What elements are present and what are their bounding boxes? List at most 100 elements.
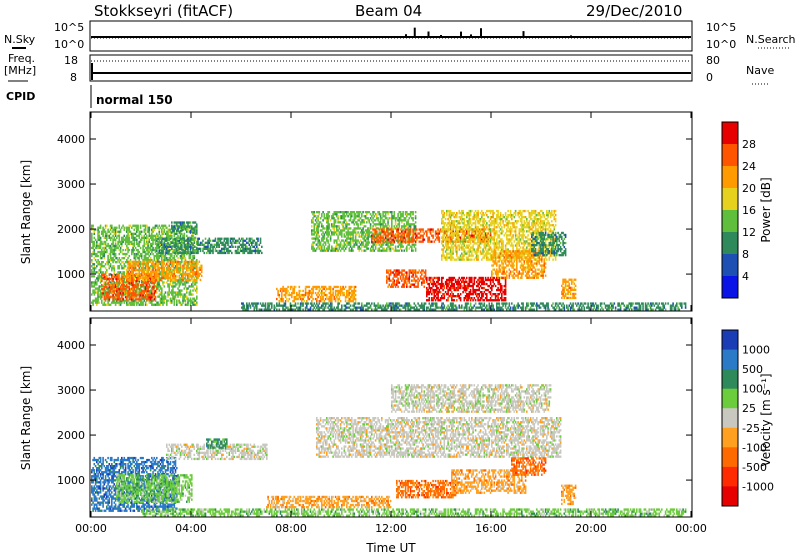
data-cell (154, 297, 157, 300)
data-cell (137, 285, 139, 288)
data-cell (152, 286, 154, 289)
data-cell (177, 257, 179, 260)
data-cell (309, 295, 312, 299)
data-cell (284, 291, 287, 295)
data-cell (403, 269, 406, 272)
data-cell (126, 236, 128, 239)
data-cell (453, 276, 456, 280)
data-cell (162, 297, 164, 300)
data-cell (146, 242, 148, 246)
data-cell (452, 276, 454, 280)
noise-panel-frame (89, 20, 693, 52)
data-cell (122, 294, 124, 297)
data-cell (163, 239, 166, 242)
data-cell (276, 297, 278, 301)
data-cell (377, 211, 379, 214)
data-cell (347, 211, 349, 214)
data-cell (436, 230, 438, 233)
data-cell (361, 231, 363, 234)
data-cell (171, 245, 173, 248)
data-cell (322, 295, 324, 299)
data-cell (339, 231, 342, 234)
data-cell (336, 213, 338, 216)
data-cell (188, 276, 191, 280)
data-cell (163, 293, 166, 296)
data-cell (189, 274, 192, 278)
data-cell (122, 257, 124, 260)
data-cell (339, 293, 342, 297)
data-cell (391, 223, 393, 226)
data-cell (139, 252, 142, 256)
data-cell (191, 227, 193, 230)
data-cell (108, 267, 111, 270)
data-cell (174, 245, 177, 248)
data-cell (172, 244, 174, 248)
data-cell (422, 228, 424, 231)
data-cell (346, 211, 348, 214)
data-cell (311, 245, 313, 248)
data-cell (191, 237, 193, 240)
data-cell (383, 215, 386, 218)
data-cell (379, 215, 382, 218)
data-cell (192, 260, 194, 263)
data-cell (387, 219, 389, 222)
data-cell (388, 273, 391, 276)
data-cell (334, 289, 337, 293)
data-cell (336, 243, 338, 246)
data-cell (328, 285, 331, 289)
data-cell (338, 233, 341, 236)
data-cell (151, 299, 153, 302)
data-cell (153, 266, 156, 269)
data-cell (243, 243, 246, 246)
data-cell (362, 243, 364, 246)
data-cell (428, 293, 431, 296)
data-cell (182, 264, 184, 267)
data-cell (98, 275, 101, 278)
data-cell (444, 236, 447, 239)
data-cell (179, 221, 182, 224)
data-cell (191, 264, 193, 267)
data-cell (354, 237, 357, 240)
data-cell (326, 247, 328, 250)
data-cell (158, 254, 161, 258)
data-cell (451, 284, 453, 288)
data-cell (157, 261, 159, 264)
data-cell (327, 227, 329, 230)
data-cell (139, 238, 142, 241)
data-cell (139, 265, 142, 268)
data-cell (422, 236, 424, 239)
data-cell (107, 242, 109, 246)
data-cell (92, 291, 94, 294)
data-cell (432, 280, 434, 284)
data-cell (122, 299, 124, 302)
data-cell (391, 230, 393, 233)
data-cell (386, 279, 388, 282)
data-cell (93, 267, 96, 270)
data-cell (173, 225, 176, 228)
data-cell (97, 246, 99, 250)
data-cell (379, 234, 382, 237)
data-cell (281, 295, 283, 299)
data-cell (319, 217, 322, 220)
data-cell (109, 281, 112, 284)
data-cell (134, 290, 137, 293)
data-cell (161, 299, 163, 302)
data-cell (311, 247, 313, 250)
data-cell (311, 237, 313, 240)
data-cell (359, 223, 362, 226)
data-cell (118, 257, 121, 260)
data-cell (152, 252, 154, 256)
data-cell (119, 277, 122, 281)
data-cell (137, 298, 139, 301)
data-cell (414, 243, 417, 246)
data-cell (151, 238, 153, 241)
data-cell (153, 292, 155, 295)
data-cell (112, 294, 114, 297)
data-cell (472, 240, 474, 243)
data-cell (99, 265, 102, 268)
data-cell (254, 249, 257, 253)
data-cell (114, 230, 117, 233)
data-cell (113, 290, 116, 293)
data-cell (312, 287, 314, 291)
data-cell (406, 275, 408, 278)
